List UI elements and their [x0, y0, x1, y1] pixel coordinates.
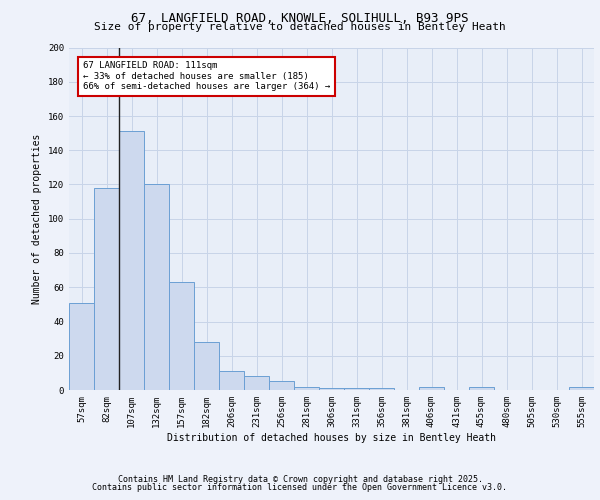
Bar	[294, 386, 319, 390]
Bar	[344, 388, 369, 390]
Bar	[194, 342, 219, 390]
Bar	[419, 386, 444, 390]
Bar	[144, 184, 169, 390]
Bar	[469, 386, 494, 390]
Y-axis label: Number of detached properties: Number of detached properties	[32, 134, 43, 304]
Bar	[119, 132, 144, 390]
Bar	[219, 371, 244, 390]
Text: Size of property relative to detached houses in Bentley Heath: Size of property relative to detached ho…	[94, 22, 506, 32]
X-axis label: Distribution of detached houses by size in Bentley Heath: Distribution of detached houses by size …	[167, 432, 496, 442]
Bar	[69, 302, 94, 390]
Text: 67, LANGFIELD ROAD, KNOWLE, SOLIHULL, B93 9PS: 67, LANGFIELD ROAD, KNOWLE, SOLIHULL, B9…	[131, 12, 469, 26]
Bar	[369, 388, 394, 390]
Text: Contains HM Land Registry data © Crown copyright and database right 2025.: Contains HM Land Registry data © Crown c…	[118, 474, 482, 484]
Text: Contains public sector information licensed under the Open Government Licence v3: Contains public sector information licen…	[92, 483, 508, 492]
Bar	[169, 282, 194, 390]
Bar	[569, 386, 594, 390]
Bar	[94, 188, 119, 390]
Bar	[319, 388, 344, 390]
Bar	[244, 376, 269, 390]
Bar	[269, 382, 294, 390]
Text: 67 LANGFIELD ROAD: 111sqm
← 33% of detached houses are smaller (185)
66% of semi: 67 LANGFIELD ROAD: 111sqm ← 33% of detac…	[83, 61, 330, 91]
